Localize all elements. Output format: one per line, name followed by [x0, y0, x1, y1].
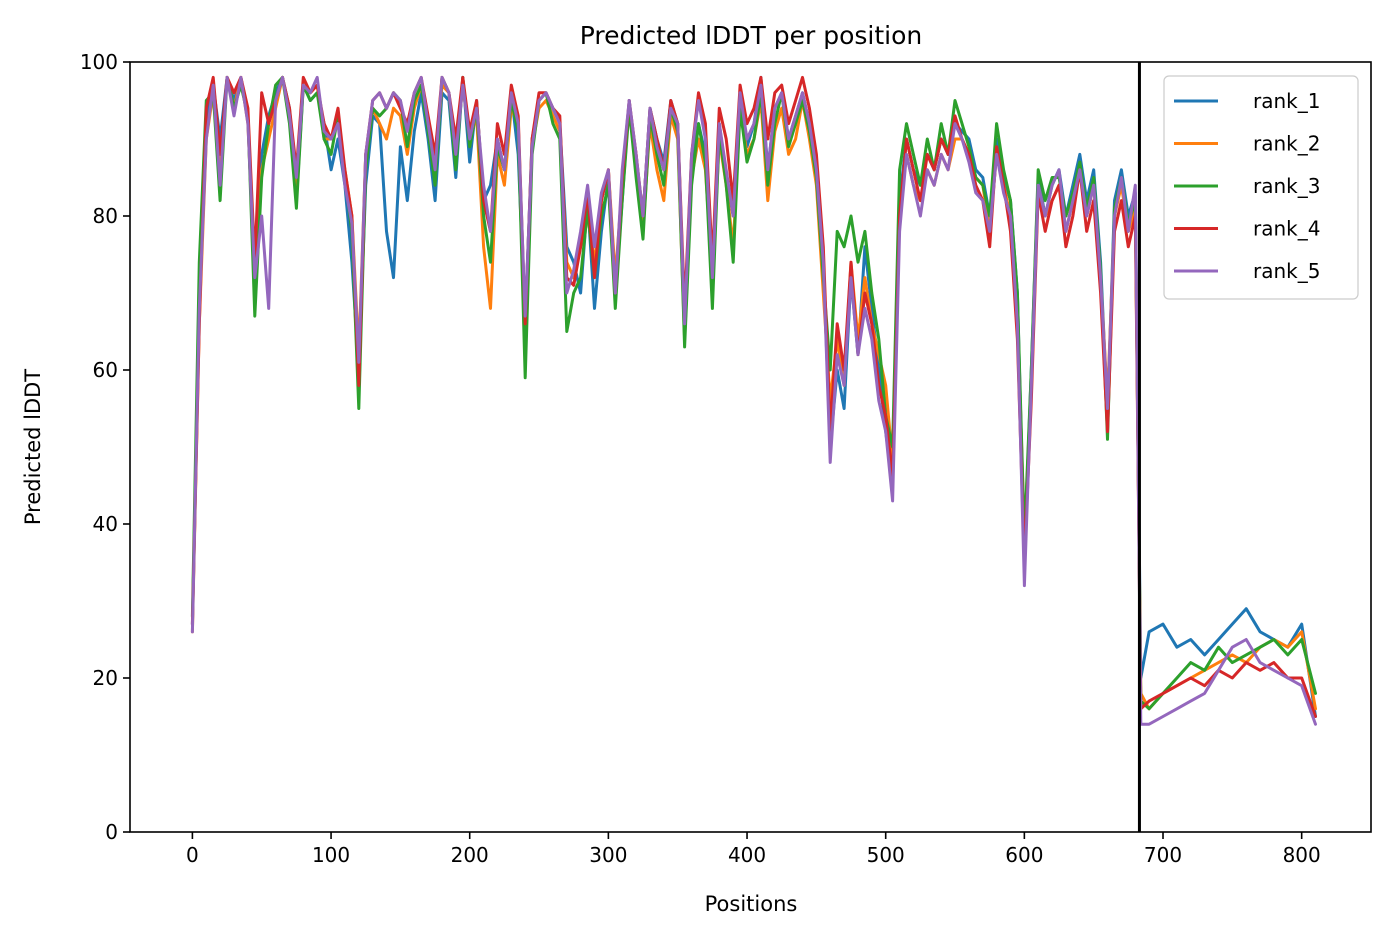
x-tick-label: 100 — [312, 843, 350, 867]
y-tick-label: 80 — [93, 204, 118, 228]
x-tick-label: 800 — [1283, 843, 1321, 867]
x-axis-label: Positions — [705, 892, 798, 916]
plot-area — [129, 61, 1372, 833]
legend-box — [1163, 75, 1359, 300]
x-tick-label: 200 — [451, 843, 489, 867]
legend: rank_1 rank_2 rank_3 rank_4 rank_5 — [1163, 75, 1359, 300]
legend-label-rank_4: rank_4 — [1253, 217, 1320, 241]
y-tick-label: 20 — [93, 666, 118, 690]
x-tick-label: 600 — [1005, 843, 1043, 867]
legend-label-rank_2: rank_2 — [1253, 132, 1320, 156]
legend-items: rank_1 rank_2 rank_3 rank_4 rank_5 — [1174, 89, 1320, 283]
y-tick-label: 40 — [93, 512, 118, 536]
x-tick-label: 500 — [867, 843, 905, 867]
chart-title: Predicted lDDT per position — [580, 21, 922, 50]
legend-label-rank_1: rank_1 — [1253, 89, 1320, 113]
legend-label-rank_5: rank_5 — [1253, 259, 1320, 283]
y-tick-label: 60 — [93, 358, 118, 382]
series-layer — [190, 75, 1317, 726]
x-tick-label: 0 — [186, 843, 199, 867]
x-axis: 0 100 200 300 400 500 600 700 800 — [186, 832, 1321, 867]
y-axis: 0 20 40 60 80 100 — [80, 50, 130, 844]
series-line-rank_5 — [190, 75, 1317, 726]
y-tick-label: 100 — [80, 50, 118, 74]
y-axis-label: Predicted lDDT — [21, 369, 45, 525]
x-tick-label: 400 — [728, 843, 766, 867]
y-tick-label: 0 — [105, 820, 118, 844]
legend-label-rank_3: rank_3 — [1253, 174, 1320, 198]
plot-frame — [129, 61, 1372, 833]
x-tick-label: 300 — [589, 843, 627, 867]
x-tick-label: 700 — [1144, 843, 1182, 867]
